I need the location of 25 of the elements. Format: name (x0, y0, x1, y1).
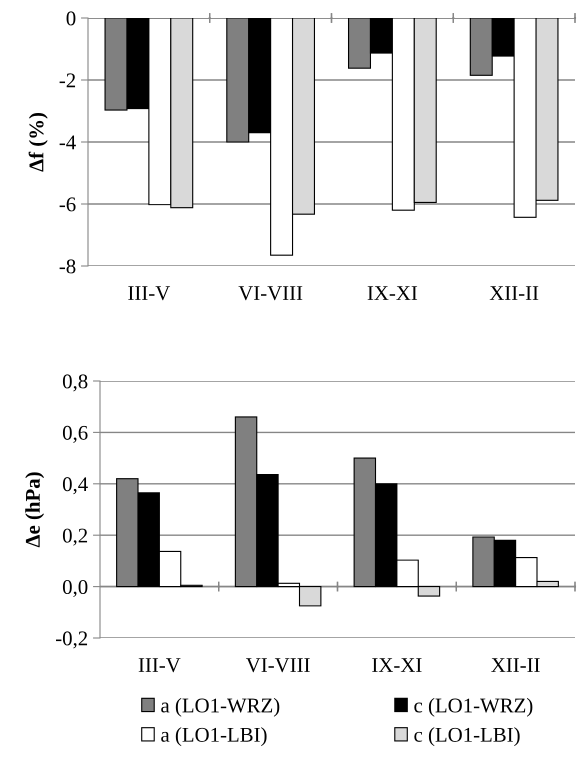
x-tick-label: VI-VIII (238, 286, 302, 300)
y-axis-title: Δf (%) (28, 112, 48, 172)
legend-label: a (LO1-LBI) (161, 727, 267, 746)
legend-label: c (LO1-LBI) (414, 727, 520, 746)
y-tick-label: 0,0 (62, 580, 88, 598)
y-tick-label: -4 (60, 136, 76, 150)
x-tick-label: IX-XI (368, 286, 418, 300)
y-tick-label: 0,8 (62, 374, 88, 392)
x-tick-label: XII-II (490, 286, 538, 300)
y-tick-label: -2 (60, 73, 76, 88)
x-tick-label: III-V (128, 286, 170, 300)
y-tick-label: 0,6 (62, 426, 88, 443)
y-tick-label: 0,4 (62, 477, 88, 494)
y-tick-label: -6 (60, 197, 76, 212)
legend-label: c (LO1-WRZ) (414, 698, 532, 717)
y-axis-title: Δe (hPa) (25, 472, 44, 548)
x-tick-label: VI-VIII (246, 658, 310, 672)
y-tick-label: 0 (66, 11, 76, 26)
x-tick-label: IX-XI (372, 658, 422, 672)
y-tick-label: -8 (60, 259, 76, 274)
legend-label: a (LO1-WRZ) (161, 698, 280, 717)
x-tick-label: III-V (138, 658, 181, 672)
y-tick-label: -0,2 (56, 631, 88, 648)
x-tick-label: XII-II (491, 658, 540, 672)
y-tick-label: 0,2 (62, 528, 88, 546)
